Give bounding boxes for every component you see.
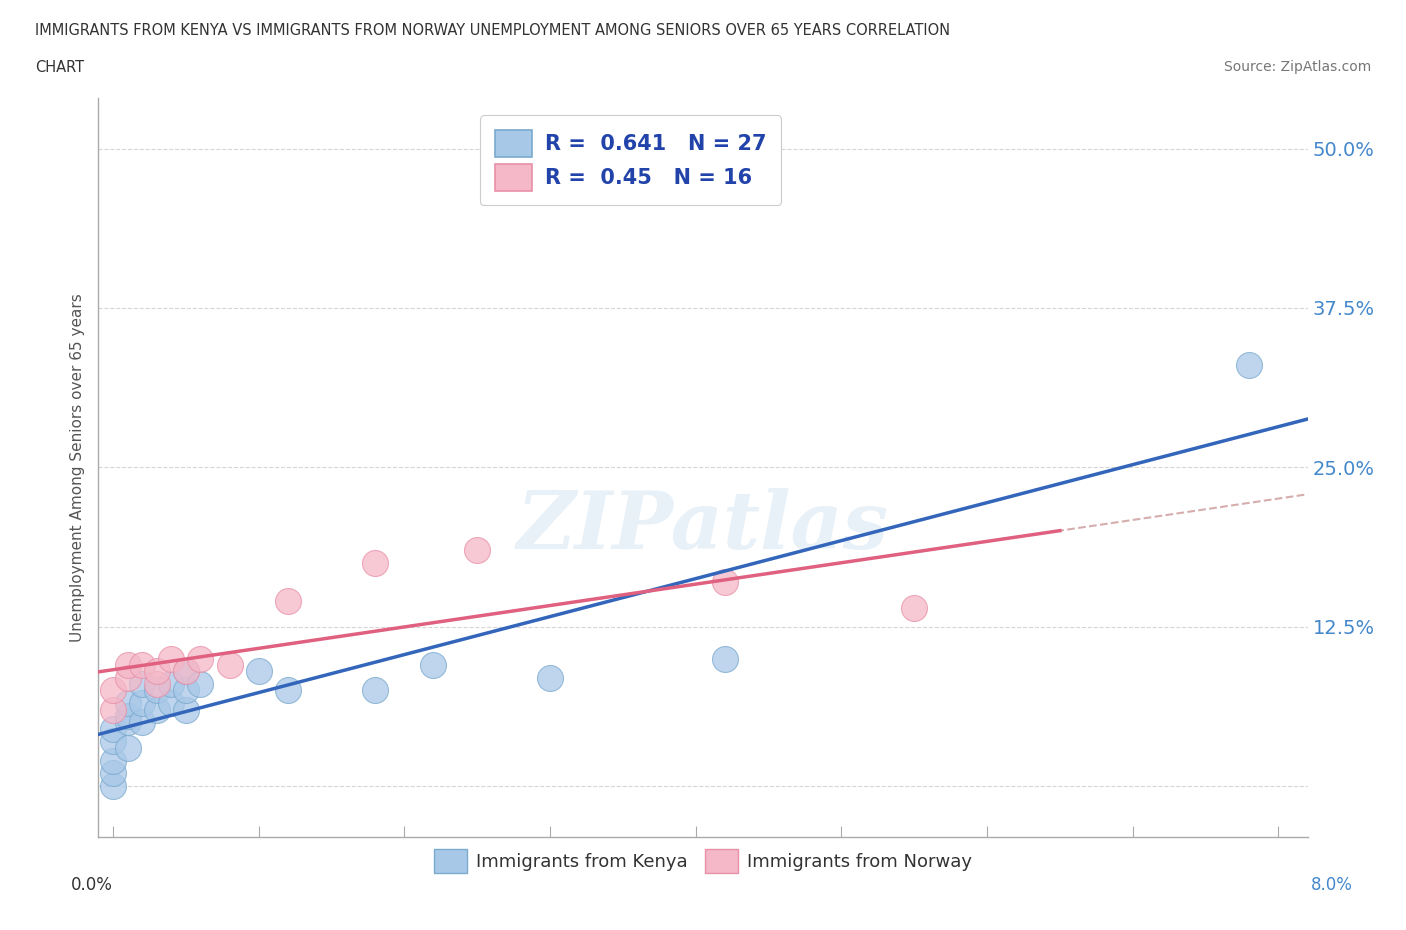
Point (131, 658, 153, 672)
Text: Source: ZipAtlas.com: Source: ZipAtlas.com (1223, 60, 1371, 74)
Point (277, 683, 299, 698)
Point (714, 575, 737, 590)
Point (145, 677, 167, 692)
Text: ZIPatlas: ZIPatlas (517, 487, 889, 565)
Point (145, 664, 167, 679)
Point (160, 651, 183, 666)
Point (174, 683, 197, 698)
Point (190, 677, 212, 692)
Point (101, 683, 124, 698)
Point (117, 671, 139, 685)
Point (174, 664, 197, 679)
Point (364, 683, 387, 698)
Point (714, 651, 737, 666)
Point (117, 740, 139, 755)
Text: IMMIGRANTS FROM KENYA VS IMMIGRANTS FROM NORWAY UNEMPLOYMENT AMONG SENIORS OVER : IMMIGRANTS FROM KENYA VS IMMIGRANTS FROM… (35, 23, 950, 38)
Point (277, 593, 299, 608)
Text: 8.0%: 8.0% (1310, 876, 1353, 895)
Point (903, 600, 925, 615)
Point (174, 664, 197, 679)
Point (117, 696, 139, 711)
Point (160, 696, 183, 711)
Point (101, 702, 124, 717)
Text: 0.0%: 0.0% (70, 876, 112, 895)
Point (101, 778, 124, 793)
Point (160, 677, 183, 692)
Point (131, 696, 153, 711)
Point (364, 555, 387, 570)
Point (117, 715, 139, 730)
Point (101, 765, 124, 780)
Text: CHART: CHART (35, 60, 84, 75)
Point (117, 658, 139, 672)
Point (174, 702, 197, 717)
Legend: Immigrants from Kenya, Immigrants from Norway: Immigrants from Kenya, Immigrants from N… (427, 842, 979, 880)
Point (247, 664, 270, 679)
Y-axis label: Unemployment Among Seniors over 65 years: Unemployment Among Seniors over 65 years (69, 293, 84, 642)
Point (218, 658, 240, 672)
Point (422, 658, 444, 672)
Point (145, 702, 167, 717)
Point (465, 543, 488, 558)
Point (131, 677, 153, 692)
Point (101, 753, 124, 768)
Point (101, 734, 124, 749)
Point (131, 715, 153, 730)
Point (1239, 358, 1261, 373)
Point (190, 651, 212, 666)
Point (101, 721, 124, 736)
Point (145, 683, 167, 698)
Point (117, 709, 139, 724)
Point (538, 671, 561, 685)
